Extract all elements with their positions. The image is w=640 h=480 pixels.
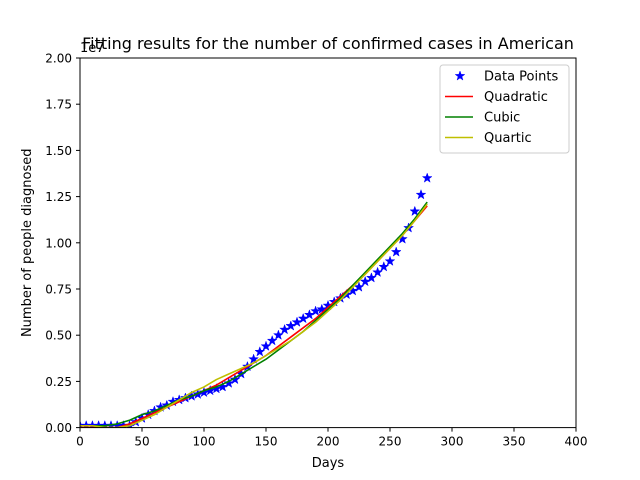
data-point <box>279 323 291 335</box>
legend-box <box>439 64 570 154</box>
data-point <box>359 275 371 287</box>
x-axis: 0 50 100 150 200 250 300 350 400 <box>76 427 588 449</box>
legend-label-cubic: Cubic <box>484 111 520 126</box>
y-axis: 0.00 0.25 0.50 0.75 1.00 1.25 1.50 1.75 2.00 <box>45 52 80 435</box>
chart-title: Fitting results for the number of confir… <box>82 34 574 53</box>
series-cubic-line <box>80 201 428 427</box>
y-tick-label: 2.00 <box>45 52 72 66</box>
y-tick-label: 0.00 <box>45 421 72 435</box>
data-point <box>303 309 315 320</box>
data-point <box>316 303 328 314</box>
data-point <box>285 320 297 331</box>
y-tick-label: 1.25 <box>45 190 72 204</box>
data-point <box>248 353 260 364</box>
data-point <box>415 188 427 200</box>
data-point <box>390 246 402 257</box>
data-point <box>409 205 421 217</box>
y-offset-label: 1e7 <box>80 41 105 56</box>
legend-label-quartic: Quartic <box>484 131 532 146</box>
series-quartic-line <box>80 203 428 428</box>
legend-label-data-points: Data Points <box>484 70 558 85</box>
y-tick-label: 0.75 <box>45 283 72 297</box>
legend-marker-data-points <box>454 70 466 81</box>
x-tick-label: 50 <box>134 435 149 449</box>
y-tick-label: 1.75 <box>45 98 72 112</box>
y-tick-label: 0.25 <box>45 375 72 389</box>
x-tick-label: 300 <box>441 435 464 449</box>
x-tick-label: 400 <box>565 435 588 449</box>
plot-content <box>80 172 433 428</box>
x-axis-label: Days <box>312 456 345 471</box>
legend-label-quadratic: Quadratic <box>484 90 548 105</box>
y-tick-label: 1.00 <box>45 236 72 250</box>
data-point <box>291 316 303 327</box>
plot-area <box>80 172 433 428</box>
x-tick-label: 150 <box>255 435 278 449</box>
data-point <box>223 377 235 388</box>
x-tick-label: 100 <box>193 435 216 449</box>
x-tick-label: 250 <box>379 435 402 449</box>
data-point <box>297 312 309 324</box>
data-point <box>384 255 396 266</box>
y-axis-label: Number of people diagnosed <box>20 149 35 338</box>
x-tick-label: 200 <box>317 435 340 449</box>
data-point <box>421 172 433 183</box>
x-tick-label: 0 <box>76 435 84 449</box>
x-tick-label: 350 <box>503 435 526 449</box>
legend: Data Points Quadratic Cubic Quartic <box>439 64 570 154</box>
y-tick-label: 0.50 <box>45 329 72 343</box>
y-tick-label: 1.50 <box>45 144 72 158</box>
